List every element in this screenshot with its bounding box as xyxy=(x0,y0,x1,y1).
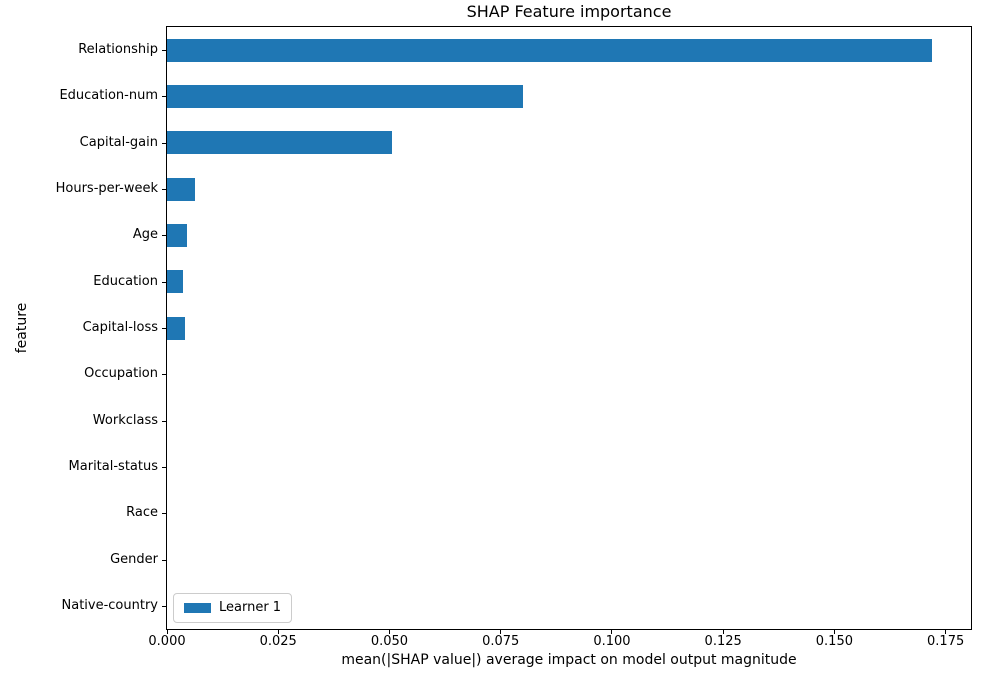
y-tick-mark xyxy=(162,189,166,191)
y-tick-label: Gender xyxy=(110,551,158,567)
x-tick-mark xyxy=(500,630,502,634)
x-tick-label: 0.100 xyxy=(593,634,631,649)
x-tick-mark xyxy=(166,630,168,634)
y-tick-label: Education xyxy=(93,273,158,289)
y-tick-label: Race xyxy=(126,505,158,521)
bar xyxy=(167,84,523,108)
x-tick-label: 0.150 xyxy=(815,634,853,649)
x-tick-label: 0.175 xyxy=(927,634,965,649)
x-tick-mark xyxy=(945,630,947,634)
y-tick-label: Workclass xyxy=(92,412,158,428)
bar xyxy=(167,38,933,62)
legend-swatch-icon xyxy=(184,603,211,613)
bar xyxy=(167,270,184,294)
y-tick-mark xyxy=(162,328,166,329)
x-tick-label: 0.025 xyxy=(259,634,297,649)
x-tick-mark xyxy=(388,630,390,634)
y-tick-label: Capital-gain xyxy=(79,134,158,150)
y-tick-label: Education-num xyxy=(59,88,158,104)
y-tick-label: Age xyxy=(132,227,158,243)
y-tick-mark xyxy=(162,466,166,468)
y-tick-mark xyxy=(162,559,166,561)
legend-label: Learner 1 xyxy=(219,600,282,615)
y-tick-mark xyxy=(162,50,166,52)
y-tick-mark xyxy=(162,96,166,98)
x-tick-label: 0.075 xyxy=(482,634,520,649)
y-tick-label: Native-country xyxy=(61,597,159,613)
y-tick-label: Capital-loss xyxy=(82,320,158,335)
y-tick-label: Occupation xyxy=(84,366,158,382)
y-tick-mark xyxy=(162,513,166,515)
y-tick-mark xyxy=(162,374,166,376)
y-tick-mark xyxy=(162,281,166,283)
x-tick-label: 0.000 xyxy=(148,634,186,649)
y-tick-label: Marital-status xyxy=(68,458,158,474)
y-tick-mark xyxy=(162,142,166,144)
bar xyxy=(167,223,188,247)
chart-title: SHAP Feature importance xyxy=(466,2,672,21)
y-tick-label: Hours-per-week xyxy=(55,181,158,197)
bar xyxy=(167,177,196,201)
x-tick-mark xyxy=(722,630,724,634)
y-tick-mark xyxy=(162,235,166,237)
x-tick-label: 0.125 xyxy=(704,634,742,649)
x-tick-mark xyxy=(277,630,279,634)
legend: Learner 1 xyxy=(173,593,293,623)
y-tick-mark xyxy=(162,605,166,607)
y-tick-mark xyxy=(162,420,166,422)
x-axis-label: mean(|SHAP value|) average impact on mod… xyxy=(341,652,797,668)
x-tick-label: 0.050 xyxy=(370,634,409,649)
bar xyxy=(167,131,392,155)
bar xyxy=(167,316,185,340)
plot-area xyxy=(166,26,972,630)
y-tick-label: Relationship xyxy=(78,42,158,58)
x-tick-mark xyxy=(833,630,835,634)
x-tick-mark xyxy=(611,630,613,634)
